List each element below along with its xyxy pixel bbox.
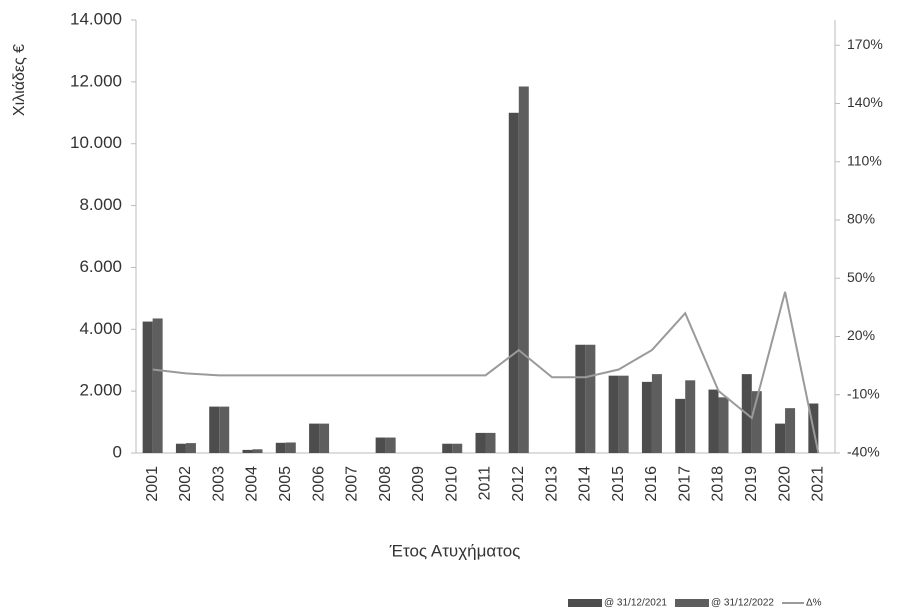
- x-tick-label: 2001: [144, 466, 161, 502]
- bar: [675, 398, 686, 453]
- y-tick-label: 6.000: [79, 257, 122, 276]
- legend-swatch: [674, 599, 709, 607]
- y-tick-label: 0: [113, 442, 122, 461]
- x-tick-label: 2012: [510, 466, 527, 502]
- y-tick-label: 8.000: [79, 195, 122, 214]
- bar: [685, 380, 696, 453]
- bar: [285, 442, 296, 453]
- x-tick-label: 2003: [210, 466, 227, 502]
- y-tick-label: 10.000: [70, 133, 122, 152]
- x-tick-label: 2019: [743, 466, 760, 502]
- bar: [275, 442, 286, 453]
- x-tick-label: 2006: [310, 466, 327, 502]
- bar: [485, 432, 496, 453]
- bar: [375, 437, 386, 453]
- x-tick-label: 2020: [776, 466, 793, 502]
- x-tick-label: 2002: [177, 466, 194, 502]
- x-tick-label: 2011: [477, 466, 494, 501]
- bar: [475, 432, 486, 453]
- bar: [442, 443, 453, 453]
- x-tick-label: 2005: [277, 466, 294, 502]
- x-tick-label: 2017: [676, 466, 693, 502]
- bar: [575, 344, 586, 453]
- bar: [708, 389, 719, 453]
- x-tick-label: 2008: [377, 466, 394, 502]
- bar: [152, 318, 163, 453]
- bar: [452, 443, 463, 453]
- x-axis-label: Έτος Ατυχήματος: [389, 541, 521, 560]
- bar: [185, 443, 196, 453]
- bar: [219, 406, 230, 453]
- bar: [751, 391, 762, 453]
- y2-tick-label: 110%: [847, 152, 882, 168]
- bar: [385, 437, 396, 453]
- y-tick-label: 12.000: [70, 71, 122, 90]
- x-tick-label: 2004: [244, 466, 261, 502]
- bar: [651, 374, 662, 453]
- legend-label: @ 31/12/2021: [604, 598, 667, 609]
- x-tick-label: 2010: [443, 466, 460, 502]
- bar: [518, 86, 529, 453]
- legend-swatch: [568, 599, 602, 607]
- x-tick-label: 2007: [344, 466, 361, 502]
- x-tick-label: 2013: [543, 466, 560, 502]
- bar: [209, 406, 220, 453]
- bar: [242, 449, 253, 453]
- x-tick-label: 2009: [410, 466, 427, 502]
- bar: [641, 381, 652, 453]
- x-tick-label: 2016: [643, 466, 660, 502]
- y-tick-label: 14.000: [70, 9, 122, 28]
- bar: [309, 423, 320, 453]
- bar: [608, 375, 619, 453]
- legend-label: @ 31/12/2022: [711, 598, 774, 609]
- x-tick-label: 2015: [610, 466, 627, 502]
- y2-tick-label: -40%: [847, 444, 880, 460]
- y2-tick-label: 170%: [847, 36, 883, 52]
- bar: [252, 449, 263, 453]
- bar: [618, 375, 629, 453]
- bar: [785, 408, 796, 453]
- bar: [319, 423, 330, 453]
- y-tick-label: 4.000: [79, 319, 122, 338]
- x-tick-label: 2018: [710, 466, 727, 502]
- y2-tick-label: -10%: [847, 385, 880, 401]
- bar: [718, 397, 729, 453]
- y2-tick-label: 20%: [847, 327, 875, 343]
- legend-label: Δ%: [806, 598, 822, 609]
- bar: [508, 112, 519, 454]
- bar: [175, 443, 186, 453]
- line: [152, 291, 820, 454]
- x-tick-label: 2021: [810, 466, 827, 502]
- bar: [775, 423, 786, 453]
- bar: [585, 344, 596, 453]
- bar: [142, 321, 153, 453]
- y-tick-label: 2.000: [79, 381, 122, 400]
- y2-tick-label: 50%: [847, 269, 875, 285]
- y-axis-label: Χιλιάδες €: [11, 44, 28, 116]
- y2-tick-label: 140%: [847, 94, 883, 110]
- y2-tick-label: 80%: [847, 211, 875, 227]
- x-tick-label: 2014: [577, 466, 594, 502]
